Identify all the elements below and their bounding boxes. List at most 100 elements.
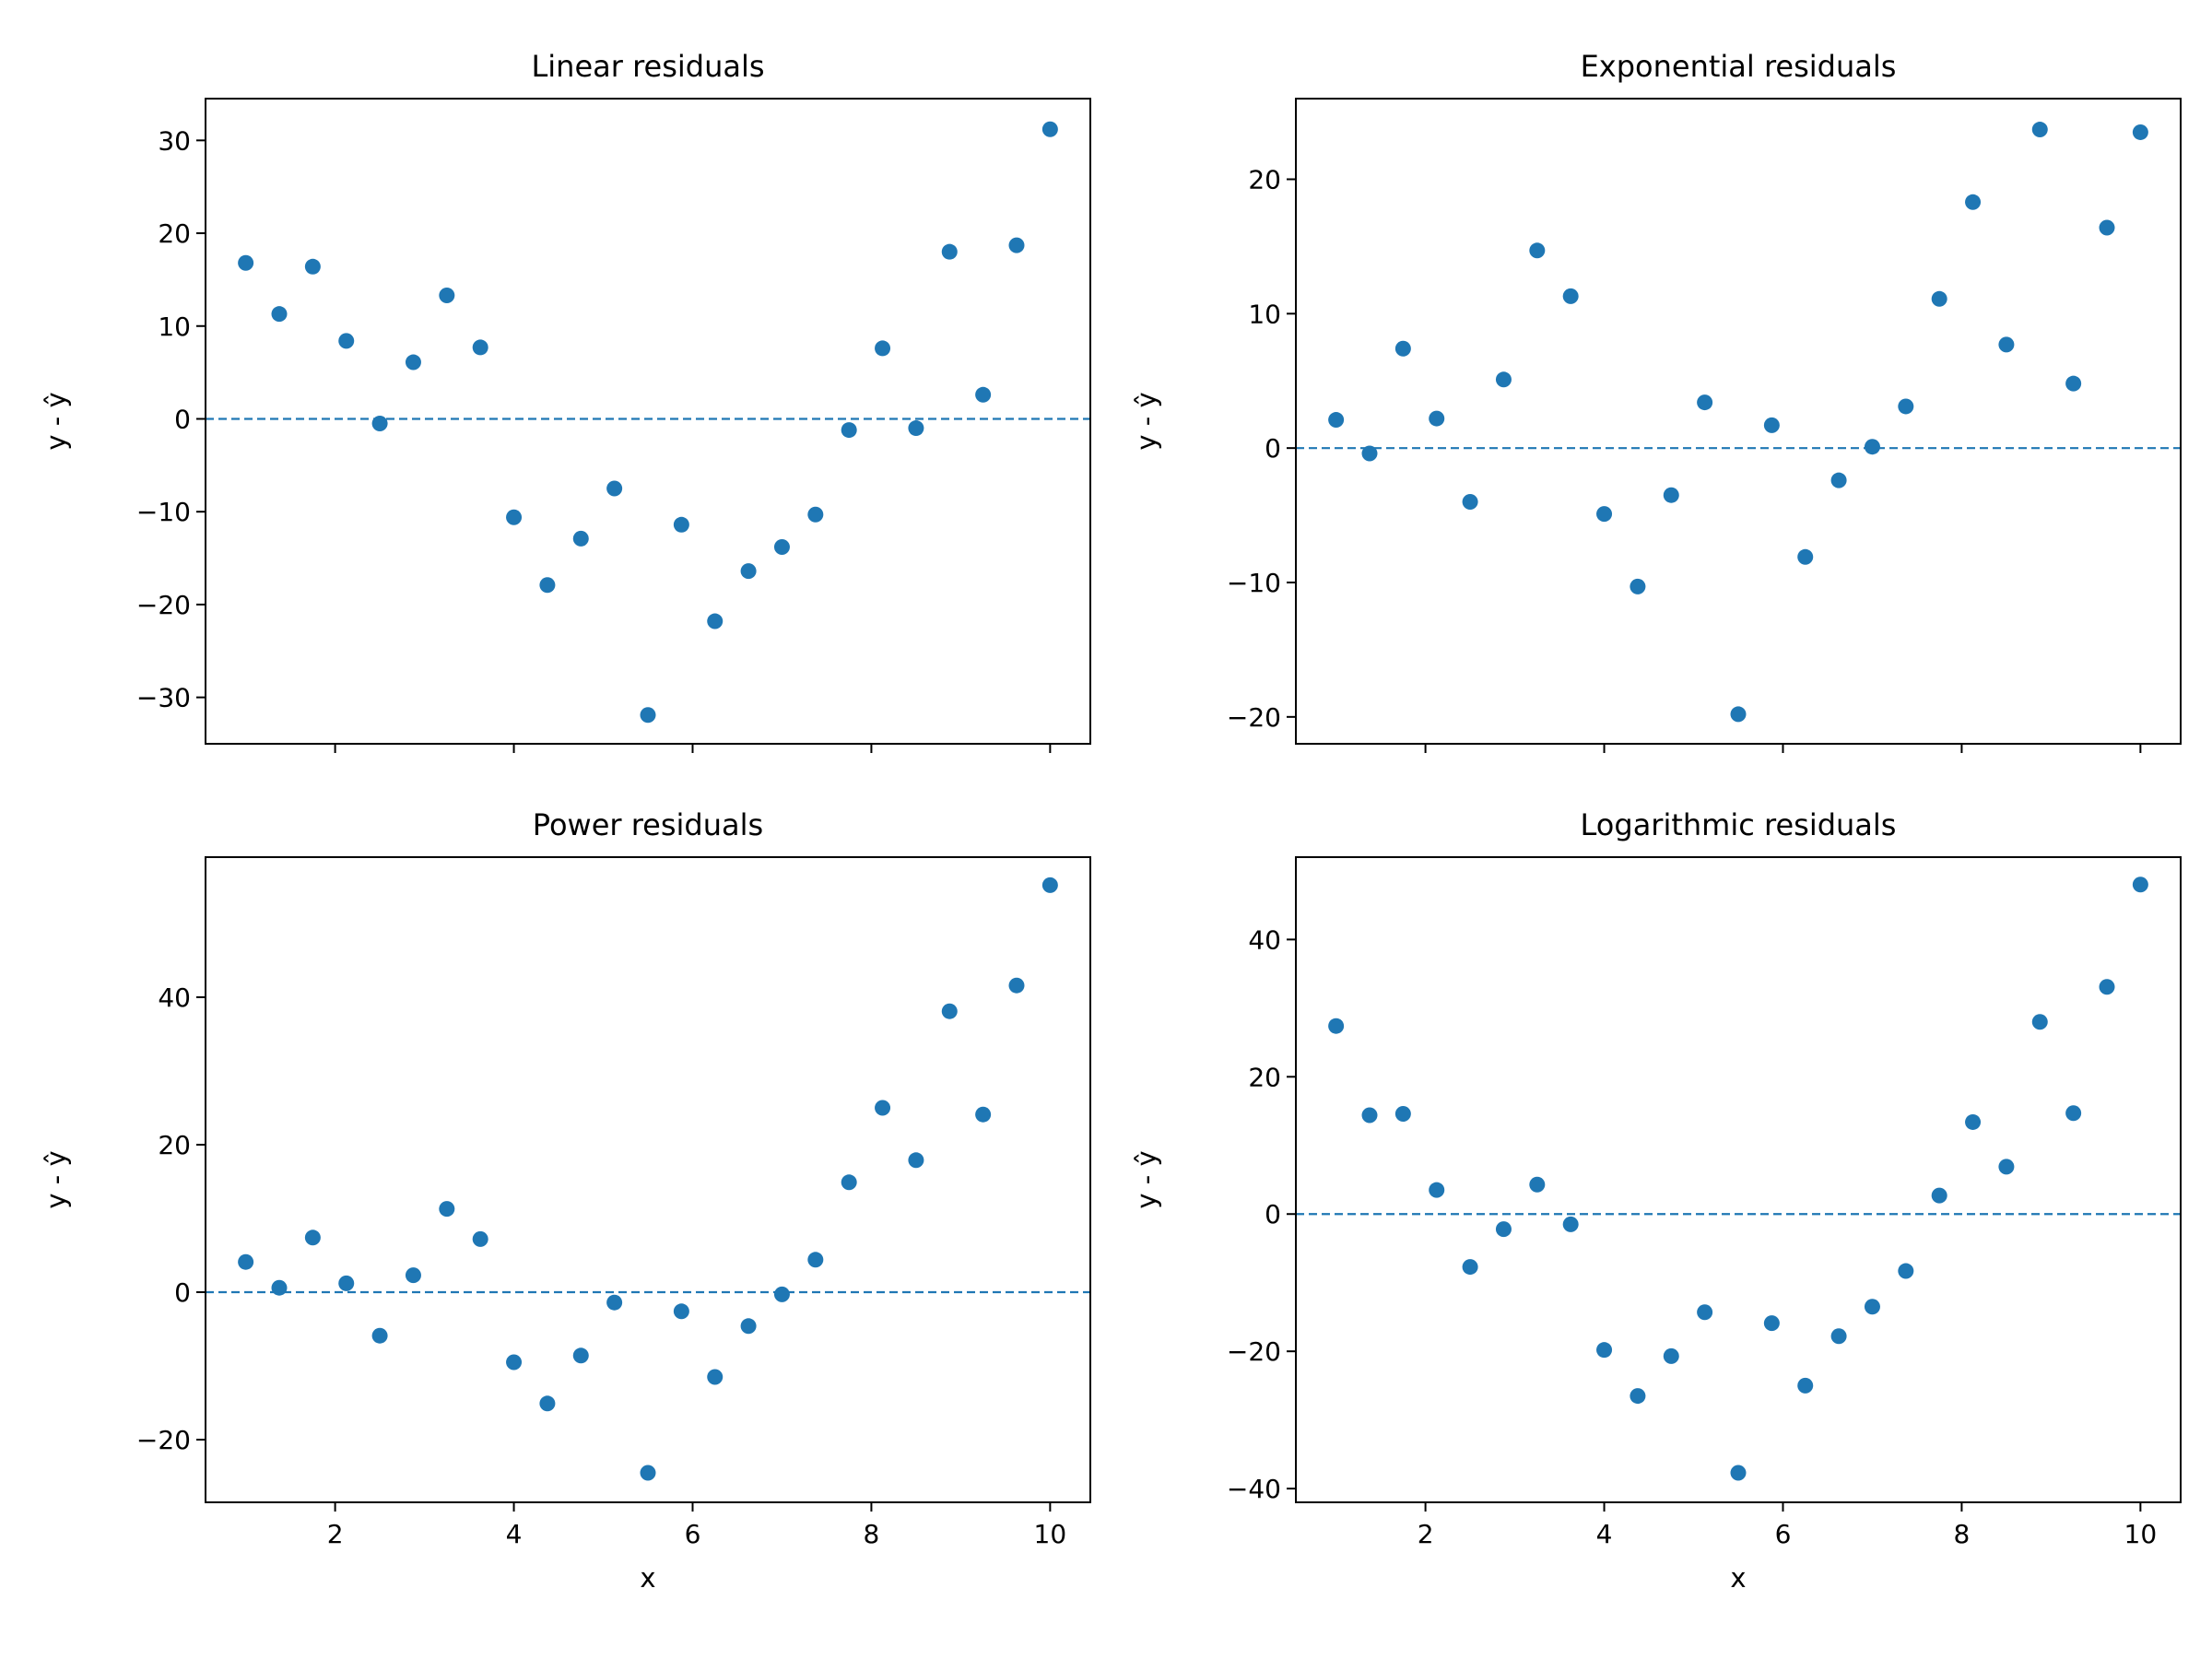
residual-point — [506, 509, 523, 525]
residual-point — [1965, 194, 1982, 210]
subplot-title: Exponential residuals — [1581, 49, 1897, 84]
residual-point — [371, 416, 388, 432]
residual-point — [908, 1152, 924, 1169]
residual-point — [2132, 124, 2148, 140]
residual-point — [1394, 1106, 1411, 1123]
residual-point — [539, 1395, 556, 1412]
subplot-2: Exponential residuals −20 −10 0 10 20 y - ŷ — [1131, 49, 2182, 753]
residual-point — [271, 306, 288, 323]
y-axis-label: y - ŷ — [1131, 1150, 1162, 1208]
residual-point — [238, 1253, 254, 1270]
residual-point — [1041, 121, 1058, 137]
residual-point — [740, 563, 757, 580]
y-tick-label: −10 — [1227, 568, 1281, 598]
residual-point — [1008, 237, 1025, 253]
x-tick-label: 10 — [1034, 1519, 1067, 1549]
residual-point — [1495, 1221, 1512, 1238]
y-tick-label: −20 — [1227, 702, 1281, 733]
axes-frame — [1295, 856, 2182, 1503]
x-tick-label: 8 — [1954, 1519, 1971, 1549]
residual-point — [1663, 487, 1679, 503]
residual-point — [707, 613, 724, 629]
residual-point — [1495, 371, 1512, 388]
residual-point — [271, 1279, 288, 1296]
residual-point — [1931, 290, 1947, 307]
residual-point — [506, 1354, 523, 1371]
y-axis-label: y - ŷ — [1131, 392, 1162, 450]
x-axis-label: x — [640, 1562, 655, 1594]
y-tick-label: 20 — [1248, 165, 1281, 195]
residual-point — [1965, 1113, 1982, 1130]
residual-point — [1596, 1342, 1613, 1359]
x-tick-label: 4 — [506, 1519, 523, 1549]
y-tick-label: 20 — [158, 218, 191, 249]
residual-point — [338, 1275, 355, 1291]
y-tick-label: 0 — [1265, 1199, 1281, 1230]
residual-point — [1630, 1388, 1646, 1405]
residual-point — [1041, 877, 1058, 893]
residual-point — [1864, 439, 1880, 455]
residual-point — [2065, 1105, 2082, 1122]
subplot-title: Linear residuals — [531, 49, 764, 84]
y-tick-label: 0 — [174, 1277, 191, 1308]
residual-point — [1596, 506, 1613, 523]
x-tick-label: 4 — [1596, 1519, 1613, 1549]
residual-point — [1562, 1216, 1579, 1232]
residual-point — [472, 1230, 488, 1247]
residual-point — [875, 1100, 891, 1116]
y-tick-label: 30 — [158, 125, 191, 156]
residual-point — [539, 577, 556, 594]
y-tick-label: −30 — [136, 683, 191, 713]
residual-point — [238, 254, 254, 271]
residual-point — [2065, 375, 2082, 392]
residual-point — [1008, 977, 1025, 994]
subplot-4: Logarithmic residuals −40 −20 0 20 40 2 4 6 8 10 y … — [1131, 807, 2182, 1594]
subplot-3: Power residuals −20 0 20 40 2 4 6 8 10 y - ŷ x — [41, 807, 1091, 1594]
residual-point — [1797, 1377, 1814, 1394]
residual-point — [1830, 1328, 1847, 1345]
y-axis-label: y - ŷ — [41, 1150, 72, 1208]
y-tick-label: 20 — [158, 1130, 191, 1160]
residual-point — [1663, 1347, 1679, 1364]
residual-point — [1429, 1182, 1445, 1198]
residual-point — [975, 1106, 992, 1123]
residual-point — [1998, 1159, 2015, 1175]
residual-point — [1898, 1263, 1914, 1279]
residual-point — [371, 1327, 388, 1344]
residual-point — [807, 1252, 824, 1268]
residual-point — [807, 506, 824, 523]
residual-point — [1361, 445, 1378, 462]
x-tick-label: 2 — [1418, 1519, 1434, 1549]
residual-point — [606, 480, 623, 497]
x-tick-label: 6 — [685, 1519, 701, 1549]
residual-point — [1763, 1315, 1780, 1332]
residual-point — [841, 422, 857, 439]
residual-point — [572, 1347, 589, 1364]
residual-point — [875, 340, 891, 357]
y-axis-label: y - ŷ — [41, 392, 72, 450]
residual-point — [1697, 394, 1713, 411]
residual-point — [1562, 288, 1579, 304]
residual-point — [673, 516, 689, 533]
residual-point — [1462, 494, 1478, 510]
residual-point — [2132, 877, 2148, 893]
residual-point — [1931, 1187, 1947, 1204]
y-tick-label: −10 — [136, 497, 191, 527]
residual-point — [304, 258, 321, 275]
residual-point — [2031, 1014, 2048, 1030]
residual-point — [1529, 242, 1546, 259]
x-tick-label: 2 — [327, 1519, 344, 1549]
residual-point — [1394, 340, 1411, 357]
residual-point — [1328, 412, 1345, 429]
subplot-1: Linear residuals −30 −20 −10 0 10 20 30 y - ŷ — [41, 49, 1091, 753]
residual-point — [640, 707, 656, 724]
residual-point — [1429, 410, 1445, 427]
y-tick-label: 20 — [1248, 1062, 1281, 1092]
x-axis-label: x — [1730, 1562, 1746, 1594]
residual-point — [1830, 472, 1847, 488]
residual-point — [2099, 219, 2115, 236]
residual-point — [572, 530, 589, 547]
axes-frame — [1295, 98, 2182, 745]
y-tick-label: 0 — [174, 404, 191, 434]
